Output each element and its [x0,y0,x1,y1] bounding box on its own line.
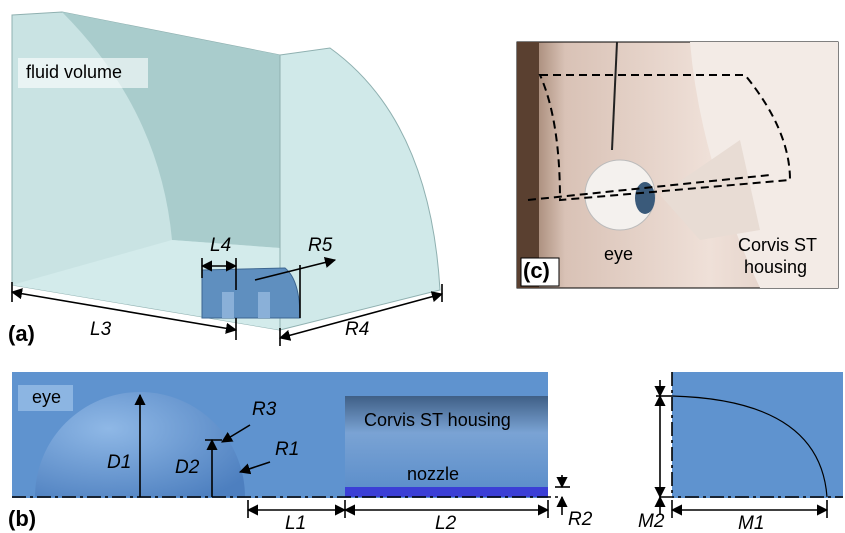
dimension-label: D2 [175,457,200,478]
panel-a: fluid volume L4 R5 L3 R4 (a) [8,12,442,346]
photo-label: eye [604,244,633,264]
dimension-label: R3 [252,399,277,420]
dimension-label: M2 [638,511,665,532]
dimension-label: L1 [285,513,306,533]
region-label: nozzle [407,464,459,484]
panel-label: (a) [8,321,35,346]
region-label: Corvis ST housing [364,410,511,430]
dimension-label: L4 [210,235,231,256]
dimension-label: M1 [738,513,764,533]
dimension-label: L2 [435,513,457,533]
region-label: fluid volume [26,62,122,82]
dimension-label: R4 [345,319,369,340]
dimension-label: R2 [568,509,593,530]
dimension-label: D1 [107,452,131,473]
photo-label: Corvis ST [738,235,817,255]
photo-label: housing [744,257,807,277]
panel-label: (b) [8,506,36,531]
region-label: eye [32,387,61,407]
panel-c: (c) eye Corvis ST housing [517,42,838,288]
dimension-label: R5 [308,235,333,256]
figure: fluid volume L4 R5 L3 R4 (a) (c) eye Cor… [0,0,845,533]
dimension-label: L3 [90,319,112,340]
dimension-label: R1 [275,439,299,460]
panel-b: eye Corvis ST housing nozzle D1 D2 R3 R1… [8,372,843,533]
panel-label: (c) [523,258,550,283]
